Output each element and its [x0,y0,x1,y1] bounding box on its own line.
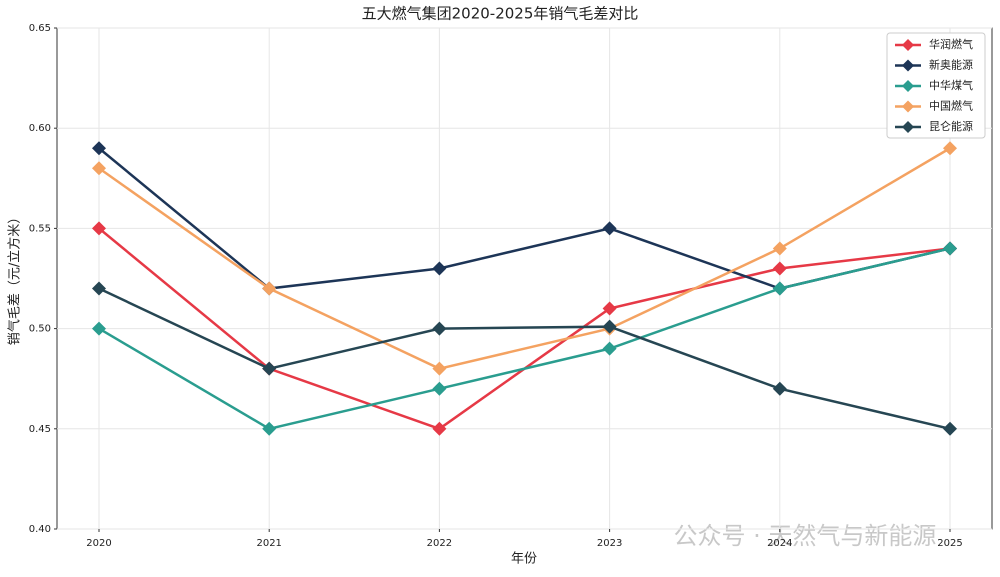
legend-marker [902,39,914,51]
data-point [432,321,447,336]
x-tick-label: 2020 [86,538,111,549]
plot-frame [56,27,993,530]
grid [57,27,992,530]
legend-marker [902,59,914,72]
x-tick-label: 2021 [256,538,281,549]
watermark: 公众号 · 天然气与新能源 [674,522,937,550]
y-axis-label: 销气毛差（元/立方米） [7,211,23,345]
y-tick-label: 0.60 [29,123,51,134]
data-point [602,301,617,316]
legend-marker [902,100,914,113]
y-tick-label: 0.45 [29,424,51,435]
series-line [98,247,951,431]
data-point [602,221,617,236]
data-point [262,281,277,296]
data-point [262,421,277,436]
data-point [772,241,787,256]
data-point [943,241,957,256]
data-point [772,381,787,396]
x-axis-label: 年份 [511,552,537,567]
data-point [92,161,106,176]
legend-label: 昆仑能源 [929,119,973,133]
x-tick-label: 2025 [937,538,962,549]
y-tick-label: 0.55 [29,223,51,234]
data-point [943,421,957,436]
y-tick-label: 0.50 [29,324,51,335]
data-point [92,221,106,236]
series-line [98,147,951,290]
series-line [98,147,951,370]
data-point [772,261,787,276]
legend-marker [902,80,914,92]
data-point [92,281,106,296]
data-point [602,341,617,356]
legend-label: 新奥能源 [929,58,973,72]
data-point [943,141,957,156]
x-tick-label: 2024 [767,538,792,549]
series-line [98,287,951,431]
data-point [432,421,447,436]
data-point [772,281,787,296]
data-point [432,381,447,396]
x-tick-label: 2022 [427,538,452,549]
data-point [92,321,106,336]
data-point [432,361,447,376]
data-point [432,261,447,276]
y-tick-label: 0.65 [29,23,51,34]
y-tick-label: 0.40 [29,524,51,535]
x-tick-label: 2023 [597,538,622,549]
data-point [92,141,106,156]
chart-title: 五大燃气集团2020-2025年销气毛差对比 [362,5,639,23]
legend-label: 中华煤气 [929,78,973,92]
data-point [262,361,277,376]
legend-label: 中国燃气 [929,99,973,113]
legend-label: 华润燃气 [929,37,973,51]
legend-box [886,32,986,139]
legend-marker [902,121,914,133]
data-point [602,319,617,334]
